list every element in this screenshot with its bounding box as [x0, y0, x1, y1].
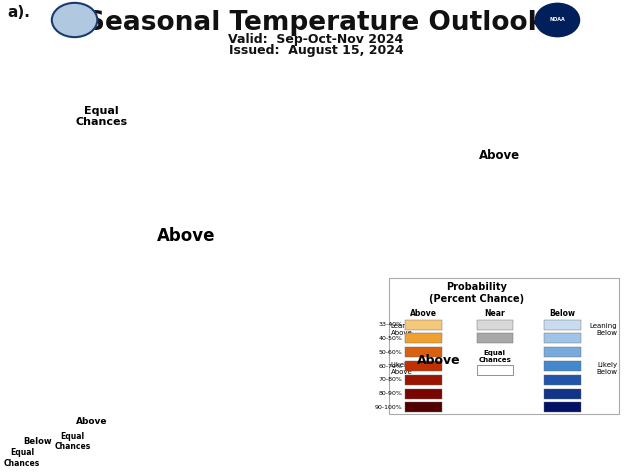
FancyBboxPatch shape [544, 347, 581, 357]
Text: 50-60%: 50-60% [379, 350, 403, 355]
FancyBboxPatch shape [405, 347, 442, 357]
Text: Equal
Chances: Equal Chances [75, 106, 127, 128]
Text: 33-40%: 33-40% [379, 322, 403, 327]
Text: Valid:  Sep-Oct-Nov 2024: Valid: Sep-Oct-Nov 2024 [228, 33, 404, 46]
Text: Likely
Below: Likely Below [597, 362, 617, 375]
FancyBboxPatch shape [544, 320, 581, 330]
Text: 40-50%: 40-50% [379, 336, 403, 341]
Circle shape [535, 3, 580, 37]
Text: Equal
Chances: Equal Chances [478, 350, 511, 363]
Text: 70-80%: 70-80% [379, 377, 403, 382]
FancyBboxPatch shape [477, 334, 513, 344]
Text: Above: Above [76, 417, 107, 426]
Text: Below: Below [23, 437, 52, 446]
Text: Seasonal Temperature Outlook: Seasonal Temperature Outlook [87, 10, 545, 37]
Text: Probability
(Percent Chance): Probability (Percent Chance) [428, 282, 524, 304]
FancyBboxPatch shape [405, 403, 442, 412]
Text: Leaning
Below: Leaning Below [590, 323, 617, 336]
Text: Above: Above [478, 149, 520, 162]
Text: Equal
Chances: Equal Chances [4, 448, 40, 467]
FancyBboxPatch shape [544, 403, 581, 412]
FancyBboxPatch shape [405, 334, 442, 344]
Text: Leaning
Above: Leaning Above [391, 323, 418, 336]
FancyBboxPatch shape [405, 389, 442, 399]
Text: 60-70%: 60-70% [379, 364, 403, 368]
FancyBboxPatch shape [477, 320, 513, 330]
Text: 80-90%: 80-90% [379, 391, 403, 396]
Circle shape [52, 3, 97, 37]
FancyBboxPatch shape [544, 375, 581, 385]
FancyBboxPatch shape [544, 361, 581, 371]
Text: Above: Above [157, 227, 216, 245]
Text: Equal
Chances: Equal Chances [54, 432, 91, 451]
FancyBboxPatch shape [544, 389, 581, 399]
FancyBboxPatch shape [477, 366, 513, 376]
Text: Near
Normal: Near Normal [479, 309, 511, 329]
FancyBboxPatch shape [405, 375, 442, 385]
Text: Likely
Above: Likely Above [391, 362, 412, 375]
Text: Above
Normal: Above Normal [408, 309, 439, 329]
Text: Issued:  August 15, 2024: Issued: August 15, 2024 [229, 44, 403, 57]
Text: Above: Above [417, 354, 461, 367]
FancyBboxPatch shape [405, 320, 442, 330]
Text: a).: a). [8, 5, 30, 20]
FancyBboxPatch shape [405, 361, 442, 371]
FancyBboxPatch shape [544, 334, 581, 344]
FancyBboxPatch shape [389, 278, 619, 414]
Text: 90-100%: 90-100% [375, 405, 403, 410]
Text: NOAA: NOAA [550, 18, 565, 22]
Text: Below
Normal: Below Normal [547, 309, 578, 329]
